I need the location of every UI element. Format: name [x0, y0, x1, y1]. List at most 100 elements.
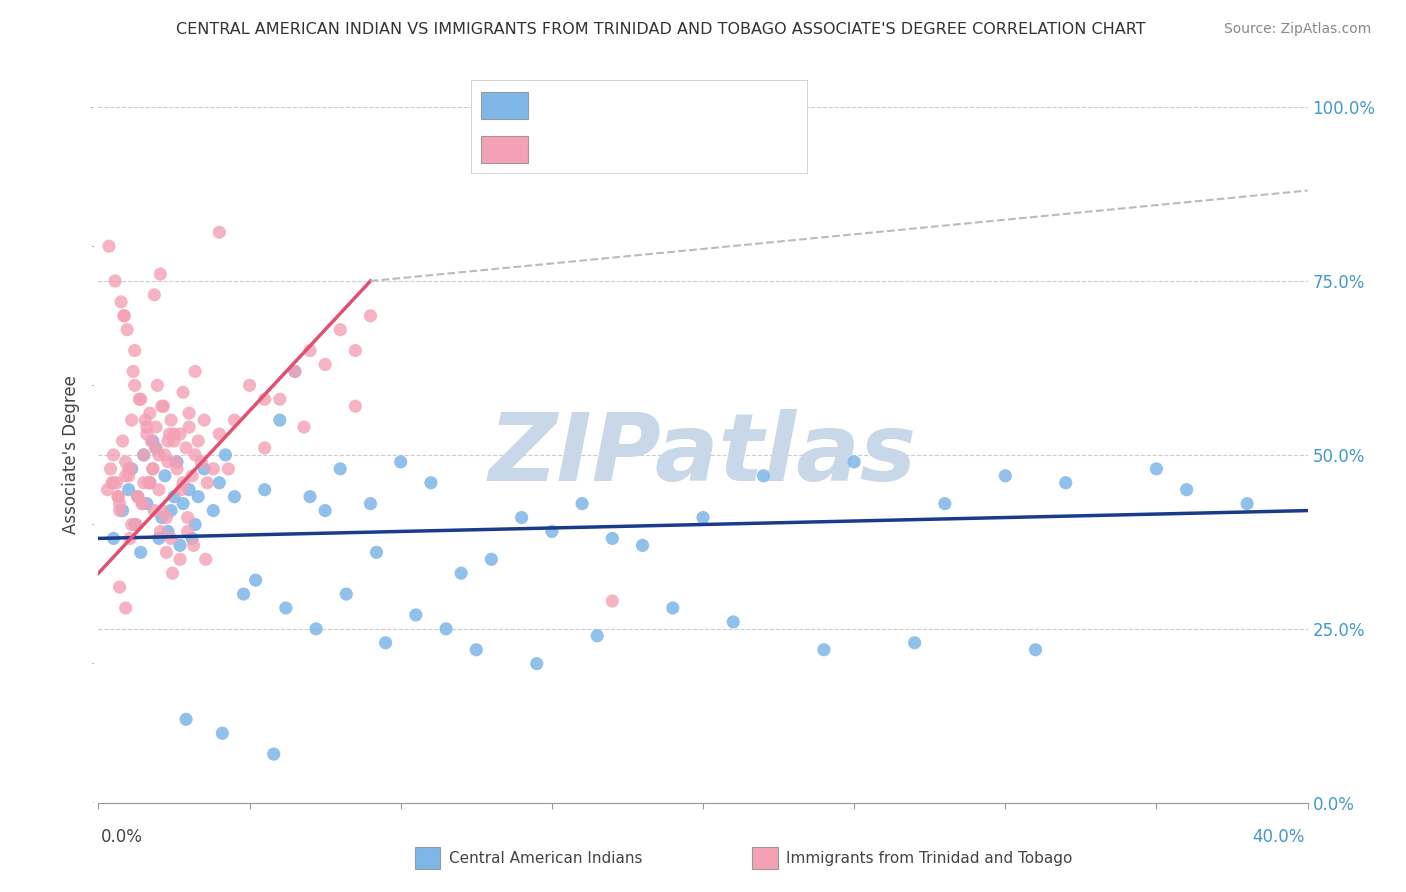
Point — [159, 427, 181, 442]
Point — [602, 594, 624, 608]
Point — [124, 517, 146, 532]
Point — [314, 503, 336, 517]
Point — [103, 448, 125, 462]
Point — [314, 358, 336, 372]
Text: 77: 77 — [731, 97, 756, 115]
Point — [132, 448, 155, 462]
Point — [217, 462, 239, 476]
Point — [239, 378, 262, 392]
Point — [112, 309, 135, 323]
Point — [904, 636, 927, 650]
Point — [253, 441, 276, 455]
Point — [662, 601, 685, 615]
Point — [181, 468, 204, 483]
Point — [160, 503, 183, 517]
Point — [253, 392, 276, 407]
Point — [118, 468, 141, 483]
Point — [124, 378, 146, 392]
Point — [96, 483, 118, 497]
Point — [172, 385, 194, 400]
Point — [181, 532, 204, 546]
Point — [150, 510, 173, 524]
Point — [135, 497, 157, 511]
Point — [107, 490, 129, 504]
Point — [135, 427, 157, 442]
Point — [179, 406, 201, 420]
Point — [165, 455, 187, 469]
Point — [723, 615, 745, 629]
Point — [299, 343, 322, 358]
Point — [141, 434, 163, 448]
Text: R =: R = — [541, 97, 575, 115]
Point — [232, 587, 254, 601]
Point — [142, 462, 165, 476]
Point — [136, 475, 159, 490]
Point — [292, 420, 315, 434]
Point — [184, 448, 207, 462]
Point — [269, 392, 291, 407]
Point — [176, 524, 198, 539]
Point — [253, 483, 276, 497]
Point — [148, 483, 170, 497]
Point — [127, 490, 149, 504]
Point — [172, 497, 194, 511]
Point — [284, 364, 307, 378]
Point — [586, 629, 609, 643]
Point — [103, 532, 125, 546]
Point — [571, 497, 593, 511]
Point — [143, 503, 166, 517]
Point — [208, 427, 231, 442]
Point — [541, 524, 564, 539]
Y-axis label: Associate's Degree: Associate's Degree — [62, 376, 80, 534]
Point — [1175, 483, 1198, 497]
Point — [155, 545, 177, 559]
Point — [344, 399, 367, 413]
Point — [329, 323, 352, 337]
Point — [1146, 462, 1168, 476]
Point — [1236, 497, 1258, 511]
Text: 0.341: 0.341 — [599, 142, 657, 160]
Point — [1024, 642, 1046, 657]
Point — [118, 462, 141, 476]
Point — [179, 483, 201, 497]
Point — [1054, 475, 1077, 490]
Point — [526, 657, 548, 671]
Point — [335, 587, 357, 601]
Point — [305, 622, 328, 636]
Point — [114, 468, 136, 483]
Point — [329, 462, 352, 476]
Point — [152, 399, 174, 413]
Bar — [481, 136, 529, 162]
Point — [131, 497, 153, 511]
Point — [121, 462, 143, 476]
Point — [510, 510, 533, 524]
Text: R =: R = — [541, 142, 575, 160]
Point — [344, 343, 367, 358]
Point — [120, 532, 142, 546]
Point — [139, 475, 162, 490]
Point — [169, 552, 191, 566]
Point — [118, 483, 141, 497]
Point — [101, 475, 124, 490]
Point — [114, 455, 136, 469]
Point — [450, 566, 472, 581]
Point — [245, 573, 267, 587]
Point — [224, 490, 246, 504]
Point — [132, 475, 155, 490]
Point — [374, 636, 396, 650]
Point — [202, 462, 225, 476]
Point — [112, 309, 135, 323]
Point — [108, 580, 131, 594]
Point — [142, 434, 165, 448]
Point — [111, 434, 134, 448]
Point — [169, 427, 191, 442]
Text: 0.055: 0.055 — [599, 97, 657, 115]
Point — [389, 455, 412, 469]
Point — [631, 538, 654, 552]
Point — [269, 413, 291, 427]
Point — [153, 468, 176, 483]
Point — [174, 441, 197, 455]
Point — [208, 225, 231, 239]
Point — [813, 642, 835, 657]
Point — [160, 413, 183, 427]
